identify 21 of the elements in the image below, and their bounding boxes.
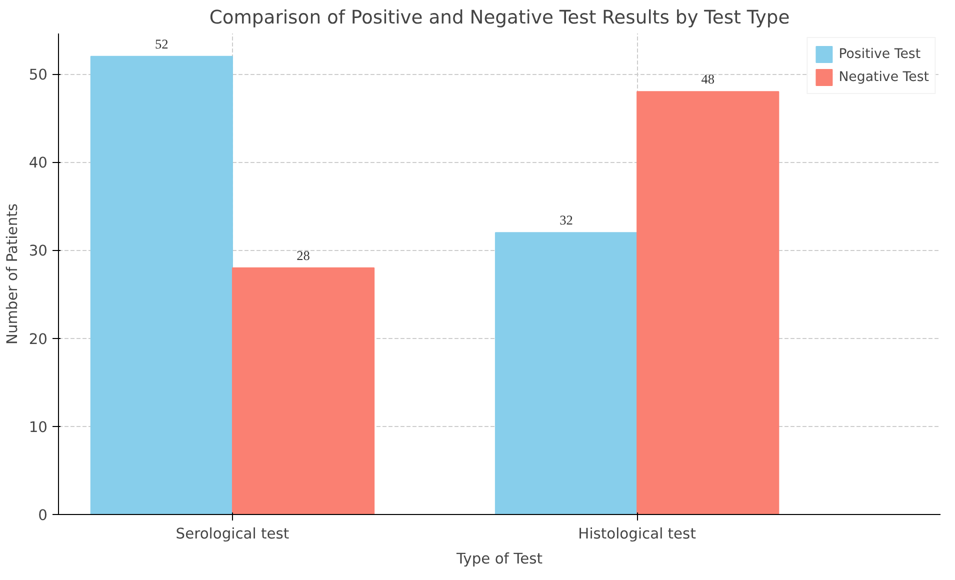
data-label: 28 xyxy=(296,248,310,263)
y-tick-label: 40 xyxy=(28,154,48,172)
y-tick-label: 0 xyxy=(38,507,48,524)
bar xyxy=(636,91,780,514)
y-tick-label: 10 xyxy=(28,418,48,436)
y-tick-label: 50 xyxy=(28,66,48,84)
y-axis-title: Number of Patients xyxy=(4,203,21,344)
legend-label: Negative Test xyxy=(838,70,929,84)
bar xyxy=(232,267,375,514)
x-tick-label: Serological test xyxy=(176,526,290,542)
chart-title: Comparison of Positive and Negative Test Results by Test Type xyxy=(209,8,790,28)
bar xyxy=(494,232,638,514)
x-axis-title: Type of Test xyxy=(456,550,543,568)
y-tick-label: 30 xyxy=(28,242,48,260)
data-label: 52 xyxy=(155,36,168,52)
x-tick-label: Histological test xyxy=(578,526,696,542)
bar xyxy=(90,56,233,514)
legend-label: Positive Test xyxy=(838,46,921,62)
data-label: 32 xyxy=(560,212,573,228)
y-tick-label: 20 xyxy=(28,330,48,348)
data-label: 48 xyxy=(701,72,715,87)
